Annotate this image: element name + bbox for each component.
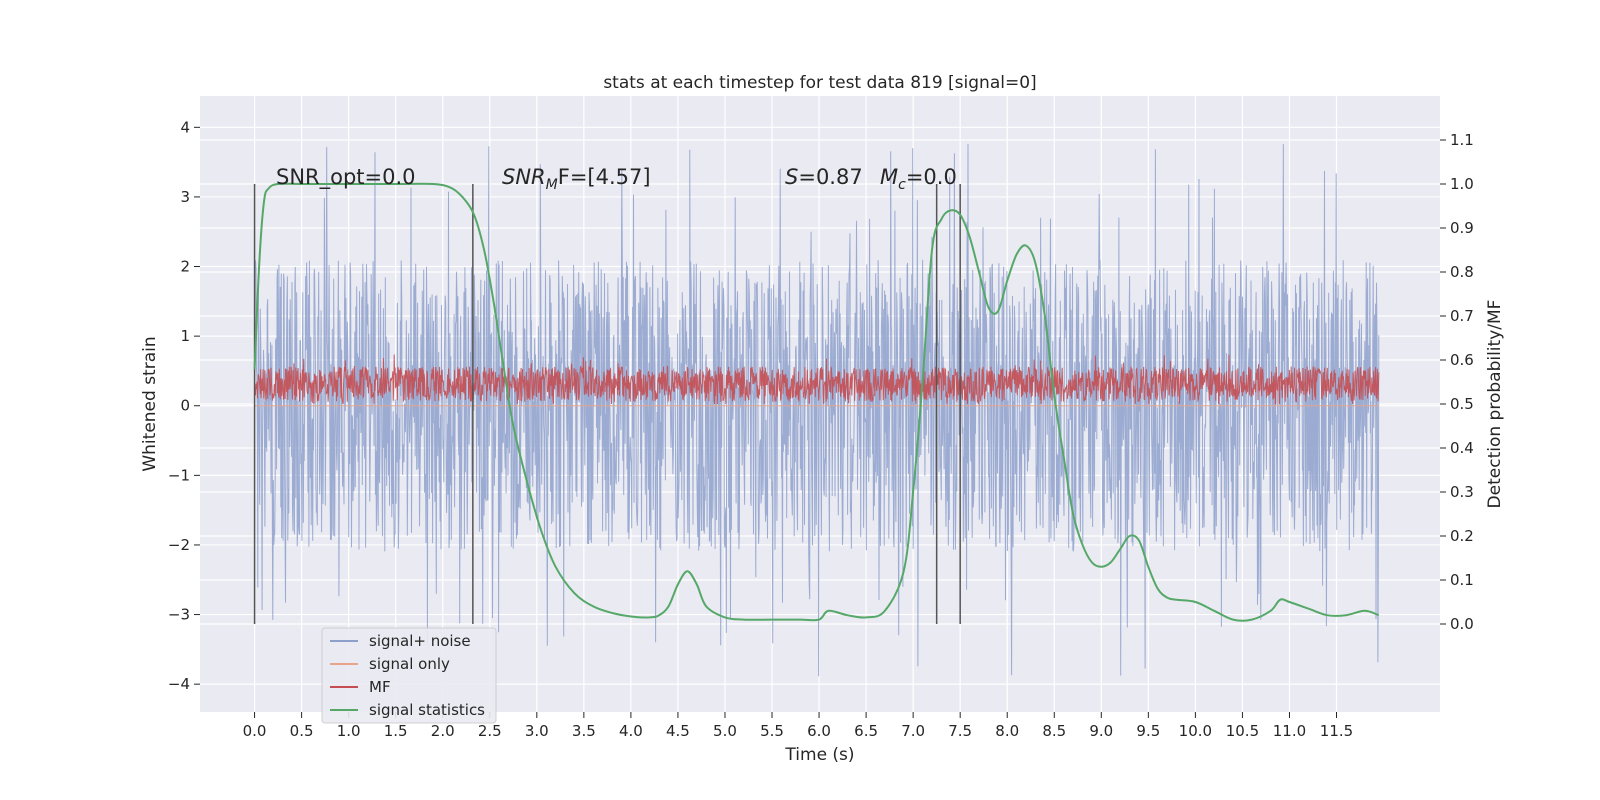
x-tick-label-10: 5.0 (713, 722, 737, 740)
annotation-mc-rest: =0.0 (906, 165, 957, 189)
y-axis-right-ticks: 0.0 0.1 0.2 0.3 0.4 0.5 0.6 0.7 0.8 0.9 1.0 1.1 (1440, 131, 1474, 633)
annotation-s: S=0.87 (785, 165, 863, 189)
x-tick-label-19: 9.5 (1136, 722, 1160, 740)
x-tick-label-23: 11.5 (1320, 722, 1353, 740)
annotation-snr-mf-rest: F=[4.57] (558, 165, 651, 189)
x-tick-label-5: 2.5 (478, 722, 502, 740)
y-right-tick-label-8: 0.8 (1450, 263, 1474, 281)
legend-label-signal-noise: signal+ noise (369, 632, 471, 650)
annotation-mc: Mc=0.0 (880, 165, 957, 193)
y-right-tick-label-0: 0.0 (1450, 615, 1474, 633)
y-right-tick-label-1: 0.1 (1450, 571, 1474, 589)
y-right-tick-label-10: 1.0 (1450, 175, 1474, 193)
x-axis-ticks: 0.0 0.5 1.0 1.5 2.0 2.5 3.0 3.5 4.0 4.5 5.0 5.5 6.0 6… (243, 712, 1353, 740)
x-tick-label-1: 0.5 (290, 722, 314, 740)
annotation-snr-opt: SNR_opt=0.0 (276, 165, 416, 190)
x-tick-label-4: 2.0 (431, 722, 455, 740)
annotation-snr-mf: SNRMF=[4.57] (502, 165, 651, 193)
y-left-tick-label-0: −4 (168, 675, 190, 693)
x-tick-label-12: 6.0 (807, 722, 831, 740)
y-axis-left-label: Whitened strain (140, 336, 160, 471)
y-right-tick-label-9: 0.9 (1450, 219, 1474, 237)
x-tick-label-21: 10.5 (1226, 722, 1259, 740)
y-right-tick-label-6: 0.6 (1450, 351, 1474, 369)
y-left-tick-label-6: 2 (180, 258, 190, 276)
annotation-mc-sub: c (898, 177, 906, 193)
legend-label-mf: MF (369, 678, 391, 696)
y-right-tick-label-7: 0.7 (1450, 307, 1474, 325)
y-left-tick-label-2: −2 (168, 536, 190, 554)
series-mf (254, 354, 1380, 407)
y-right-tick-label-11: 1.1 (1450, 131, 1474, 149)
y-left-tick-label-1: −3 (168, 606, 190, 624)
x-tick-label-17: 8.5 (1042, 722, 1066, 740)
x-tick-label-22: 11.0 (1273, 722, 1306, 740)
series-signal-noise (254, 143, 1380, 677)
y-right-tick-label-3: 0.3 (1450, 483, 1474, 501)
legend-label-signal-statistics: signal statistics (369, 701, 485, 719)
x-tick-label-2: 1.0 (337, 722, 361, 740)
y-left-tick-label-4: 0 (180, 397, 190, 415)
y-left-tick-label-3: −1 (168, 466, 190, 484)
x-axis-label: Time (s) (784, 745, 854, 765)
y-left-tick-label-5: 1 (180, 327, 190, 345)
legend-box (321, 627, 497, 724)
x-tick-label-7: 3.5 (572, 722, 596, 740)
vertical-lines (253, 184, 961, 624)
x-tick-label-6: 3.0 (525, 722, 549, 740)
x-tick-label-0: 0.0 (243, 722, 267, 740)
x-tick-label-11: 5.5 (760, 722, 784, 740)
y-left-tick-label-8: 4 (180, 118, 190, 136)
chart-title: stats at each timestep for test data 819… (603, 73, 1036, 93)
y-left-tick-label-7: 3 (180, 188, 190, 206)
y-axis-left-ticks: −4 −3 −2 −1 0 1 2 3 4 (168, 118, 200, 693)
x-tick-label-15: 7.5 (948, 722, 972, 740)
x-tick-label-16: 8.0 (995, 722, 1019, 740)
y-axis-right-label: Detection probability/MF (1485, 300, 1505, 509)
x-tick-label-14: 7.0 (901, 722, 925, 740)
y-right-tick-label-2: 0.2 (1450, 527, 1474, 545)
annotation-s-main: S (785, 165, 798, 189)
x-tick-label-9: 4.5 (666, 722, 690, 740)
y-right-tick-label-5: 0.5 (1450, 395, 1474, 413)
series-signal-statistics (253, 182, 1380, 622)
y-right-tick-label-4: 0.4 (1450, 439, 1474, 457)
legend: signal+ noise signal only MF signal stat… (321, 627, 497, 724)
annotation-mc-main: M (880, 165, 898, 189)
x-tick-label-18: 9.0 (1089, 722, 1113, 740)
legend-label-signal-only: signal only (369, 655, 450, 673)
annotation-s-rest: =0.87 (798, 165, 862, 189)
mf-line (254, 354, 1380, 405)
x-tick-label-3: 1.5 (384, 722, 408, 740)
signal-noise-line (254, 143, 1380, 677)
x-tick-label-13: 6.5 (854, 722, 878, 740)
annotation-snr-mf-sub: M (546, 177, 558, 193)
x-tick-label-8: 4.0 (619, 722, 643, 740)
annotation-snr-mf-main: SNR (502, 165, 546, 189)
x-tick-label-20: 10.0 (1179, 722, 1212, 740)
signal-statistics-line (253, 182, 1380, 622)
